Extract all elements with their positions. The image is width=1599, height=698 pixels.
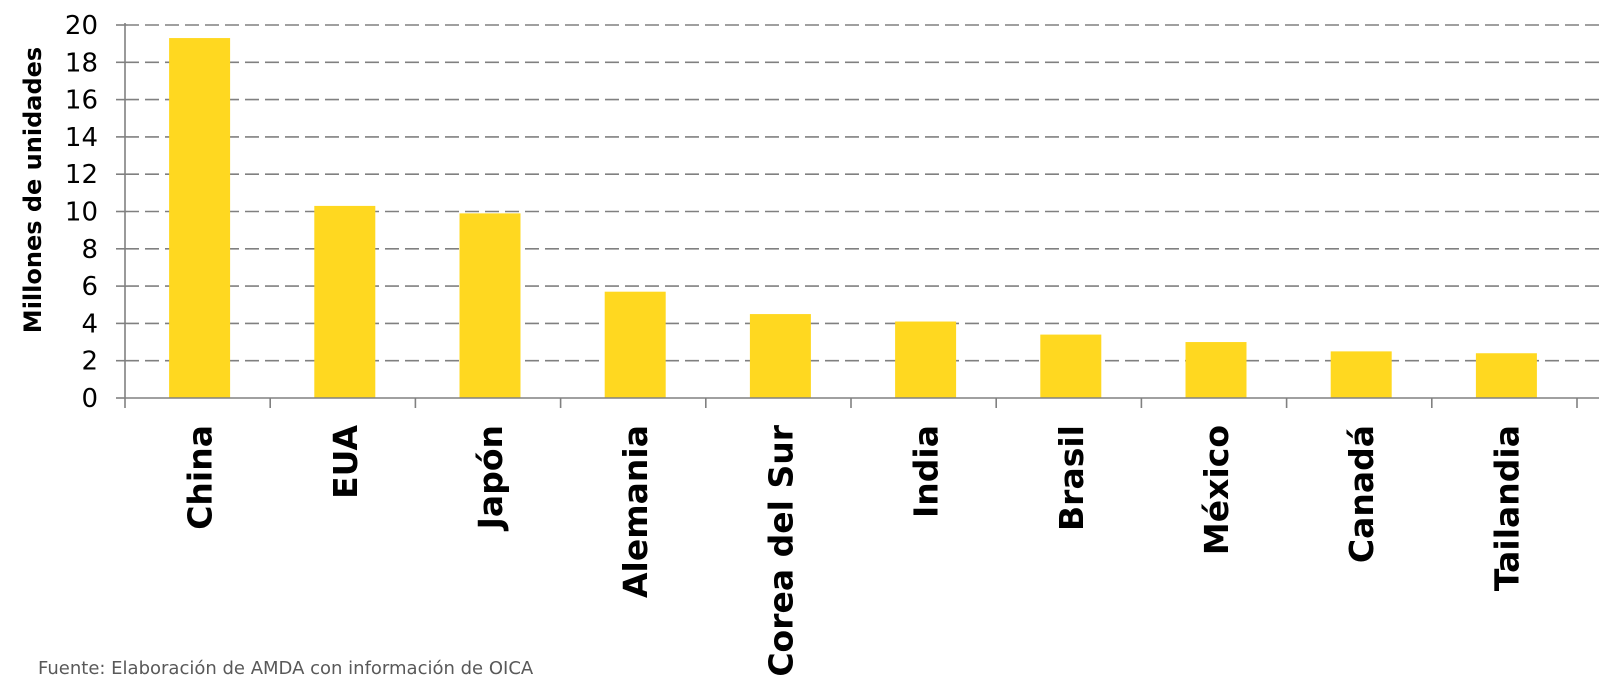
x-tick-labels: China EUA Japón Alemania Corea del Sur India B…: [181, 424, 1527, 676]
x-tick-label: México: [1197, 425, 1236, 555]
bar-tailandia: [1475, 353, 1537, 398]
x-tick-label: India: [907, 425, 946, 518]
y-tick-label: 4: [81, 309, 98, 339]
x-tick-label: Tailandia: [1487, 425, 1526, 591]
y-tick-label: 2: [81, 347, 98, 377]
y-tick-labels: 0 2 4 6 8 10 12 14 16 18 20: [65, 11, 98, 414]
axes: [116, 23, 1599, 408]
y-tick-label: 12: [65, 160, 98, 190]
y-tick-label: 8: [81, 235, 98, 265]
y-tick-label: 6: [81, 272, 98, 302]
bar-india: [895, 321, 957, 398]
x-tick-label: Brasil: [1052, 425, 1091, 531]
x-tick-label: Japón: [471, 425, 510, 531]
bars: [169, 38, 1537, 399]
bar-eua: [314, 205, 376, 398]
y-tick-label: 20: [65, 11, 98, 41]
y-tick-label: 14: [65, 123, 98, 153]
bar-corea-del-sur: [749, 314, 811, 398]
y-tick-label: 10: [65, 198, 98, 228]
y-tick-label: 18: [65, 48, 98, 78]
x-tick-label: EUA: [326, 425, 365, 499]
bar-canad-: [1330, 351, 1392, 398]
bar-alemania: [604, 291, 666, 398]
bar-m-xico: [1185, 342, 1247, 398]
bar-brasil: [1040, 334, 1102, 398]
y-axis-title: Millones de unidades: [19, 47, 47, 333]
y-tick-label: 0: [81, 384, 98, 414]
x-tick-label: Canadá: [1342, 425, 1381, 563]
x-tick-label: Corea del Sur: [761, 424, 800, 676]
bar-jap-n: [459, 213, 521, 398]
bar-china: [169, 38, 231, 399]
y-tick-label: 16: [65, 86, 98, 116]
source-note: Fuente: Elaboración de AMDA con informac…: [38, 658, 534, 679]
x-tick-label: Alemania: [616, 425, 655, 598]
x-tick-label: China: [181, 425, 220, 530]
